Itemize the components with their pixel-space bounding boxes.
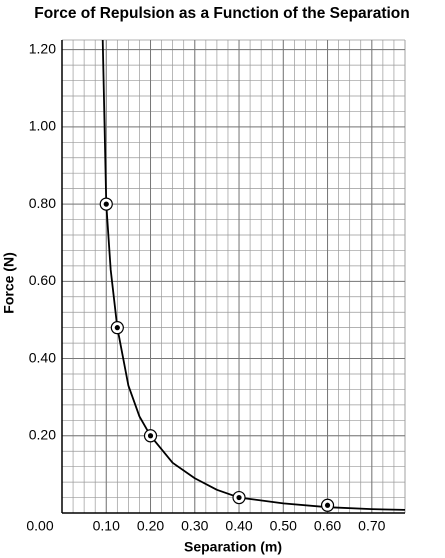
y-tick-label: 1.00 (29, 118, 56, 134)
data-point (99, 197, 113, 211)
fit-curve (101, 39, 406, 511)
x-tick-label: 0.40 (225, 518, 252, 534)
data-point (232, 490, 246, 505)
y-tick-label: 0.40 (29, 349, 56, 365)
data-point (143, 429, 158, 443)
x-tick-label: 0.50 (270, 518, 297, 534)
x-tick-label: 0.70 (358, 518, 385, 534)
x-tick-label: 0.60 (314, 518, 341, 534)
y-tick-label: 0.60 (29, 272, 56, 288)
y-axis-label: Force (N) (1, 252, 17, 313)
point-dot (114, 325, 120, 331)
data-point (320, 498, 335, 512)
point-dot (103, 201, 109, 207)
point-dot (147, 433, 154, 439)
y-tick-label: 0.20 (29, 426, 56, 442)
data-point (110, 321, 124, 335)
x-axis-label: Separation (m) (184, 539, 282, 555)
x-tick-label: 0.20 (137, 518, 164, 534)
point-dot (324, 502, 331, 508)
y-tick-label: 1.20 (29, 40, 56, 56)
x-tick-label: 0.30 (181, 518, 208, 534)
point-dot (236, 494, 242, 501)
x-tick-label: 0.10 (93, 518, 120, 534)
y-tick-label: 0.80 (29, 195, 56, 211)
x-tick-label: 0.00 (26, 518, 53, 534)
chart-title: Force of Repulsion as a Function of the … (34, 5, 409, 22)
